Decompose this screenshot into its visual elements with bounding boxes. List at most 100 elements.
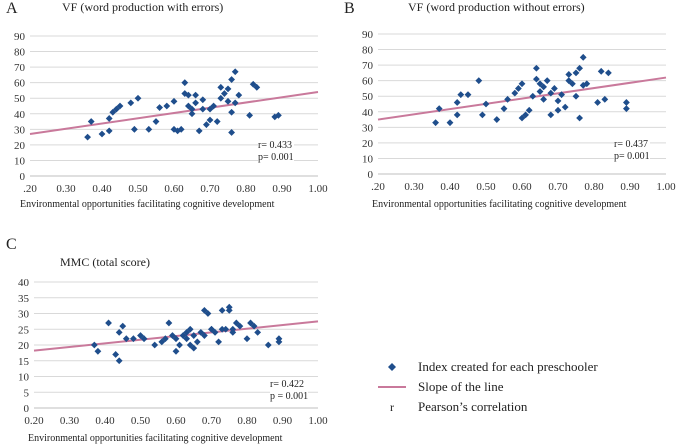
data-point [127, 99, 135, 107]
data-point [116, 102, 124, 110]
data-point [87, 118, 95, 125]
data-point [246, 111, 253, 119]
data-point [540, 83, 547, 91]
data-point [540, 95, 547, 103]
trend-line [377, 76, 667, 121]
y-tick-label: 20 [18, 340, 30, 352]
data-point [156, 104, 163, 111]
data-point [457, 91, 465, 99]
data-point [583, 80, 591, 88]
data-point [558, 91, 565, 99]
data-point [172, 347, 180, 355]
data-point [224, 85, 232, 93]
y-tick-label: 35 [18, 293, 30, 305]
x-axis-label-c: Environmental opportunities facilitating… [28, 433, 283, 444]
data-point [215, 338, 222, 346]
data-point [113, 105, 120, 113]
scatter-plot-a: 0 10 20 30 40 50 60 70 80 90 .20 0.30 0.40 0.50 0.60 0.… [14, 31, 328, 195]
x-tick-label: 0.20 [24, 415, 44, 427]
data-point [183, 335, 191, 343]
data-point [172, 335, 180, 343]
data-point [543, 77, 551, 85]
data-point [446, 119, 454, 127]
diamond-marker-icon [388, 363, 396, 371]
x-tick-label: 1.00 [308, 183, 328, 195]
y-tick-label: 25 [18, 324, 30, 336]
x-tick-label: 0.50 [131, 415, 151, 427]
x-tick-label: 0.90 [272, 183, 292, 195]
data-point [177, 125, 185, 133]
panel-label-c: C [6, 236, 17, 253]
panel-label-a: A [6, 0, 18, 17]
chart-title-a: VF (word production with errors) [62, 0, 224, 14]
stats-box-b: r= 0.437 p= 0.001 [614, 139, 650, 163]
r-value-a: r= 0.433 [258, 140, 292, 151]
data-point [122, 335, 130, 343]
legend-label-points: Index created for each preschooler [418, 359, 598, 374]
data-point [188, 105, 196, 113]
y-tick-label: 90 [14, 31, 26, 43]
data-point [475, 77, 483, 85]
r-symbol: r [390, 400, 394, 414]
data-point [115, 329, 123, 336]
data-point [130, 335, 137, 343]
data-point [131, 125, 138, 133]
data-point [435, 105, 443, 113]
chart-title-c: MMC (total score) [60, 255, 150, 269]
data-point [217, 83, 225, 91]
data-point [229, 329, 237, 336]
x-tick-label: 0.50 [128, 183, 148, 195]
data-point [623, 105, 630, 113]
data-point [623, 99, 630, 106]
data-point [183, 329, 191, 336]
data-point [525, 106, 533, 114]
x-axis-label-b: Environmental opportunities facilitating… [372, 199, 627, 210]
x-tick-label: 0.80 [237, 415, 257, 427]
data-point [206, 105, 214, 113]
p-value-a: p= 0.001 [258, 152, 294, 163]
data-point [192, 99, 199, 107]
data-point [232, 319, 240, 327]
data-point [511, 89, 519, 97]
data-point [94, 347, 102, 355]
data-point [576, 64, 583, 72]
data-point [228, 76, 235, 83]
y-tick-label: 90 [362, 29, 374, 41]
x-tick-label: 1.00 [656, 181, 676, 193]
data-point [504, 95, 511, 103]
data-point [547, 111, 555, 119]
data-point [140, 335, 148, 343]
x-tick-label: 0.50 [476, 181, 496, 193]
y-tick-label: 10 [18, 372, 30, 384]
trend-line-icon [378, 386, 406, 388]
y-tick-label: 50 [14, 93, 26, 105]
data-point [547, 89, 555, 97]
data-point [518, 114, 526, 122]
data-point [432, 119, 439, 127]
data-point [228, 129, 235, 136]
data-point [565, 77, 573, 85]
data-point [190, 344, 198, 352]
x-tick-label: 0.60 [164, 183, 184, 195]
data-point [221, 90, 228, 97]
data-point [453, 111, 461, 119]
x-tick-label: 0.40 [440, 181, 460, 193]
y-tick-label: 30 [18, 309, 30, 321]
data-point [98, 130, 106, 138]
y-tick-label: 15 [18, 356, 30, 368]
stats-box-c: r= 0.422 p = 0.001 [270, 379, 309, 403]
data-point [551, 85, 558, 92]
data-point [192, 91, 199, 99]
data-point [254, 329, 262, 336]
data-point [479, 111, 486, 119]
data-point [554, 106, 562, 114]
y-tick-label: 10 [362, 153, 374, 165]
data-point [533, 64, 540, 72]
data-point [576, 114, 583, 122]
y-tick-label: 0 [24, 403, 30, 415]
data-point [211, 329, 219, 336]
data-point [247, 319, 254, 327]
data-point [218, 306, 226, 314]
data-point [199, 105, 207, 113]
data-point [206, 116, 214, 124]
